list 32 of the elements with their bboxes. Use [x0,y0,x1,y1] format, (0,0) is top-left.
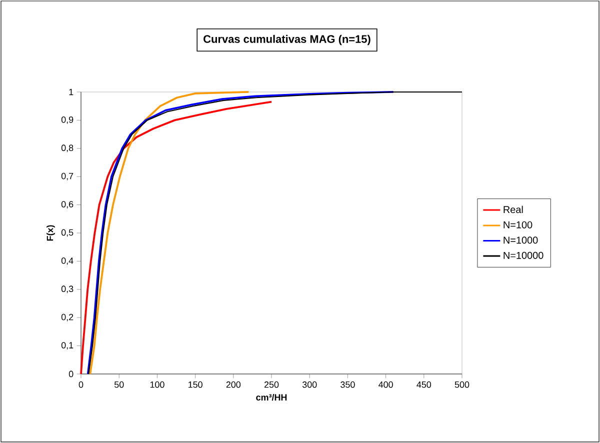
x-tick-label: 50 [114,381,124,388]
y-tick-label: 0,4 [61,257,74,265]
line-series [86,91,394,375]
line-series [89,91,250,375]
y-tick-label: 0,6 [61,201,74,208]
x-tick-label: 250 [264,381,279,388]
x-axis-title: cm³/HH [256,394,287,401]
y-tick-label: 0,7 [61,172,74,180]
line-series [80,100,272,375]
legend-label: N=10000 [504,252,544,259]
legend-label: Real [504,206,523,214]
y-tick-label: 0,1 [61,342,74,350]
x-tick-label: 100 [150,381,164,388]
y-tick-label: 0,9 [61,116,74,124]
legend-label: N=100 [504,221,532,228]
legend-label: N=1000 [504,236,538,244]
y-tick-label: 0,3 [61,286,74,294]
x-tick-label: 500 [454,381,470,388]
chart-title: Curvas cumulativas MAG (n=15) [204,34,370,46]
x-tick-label: 0 [78,381,84,388]
y-axis-title: F(x) [46,225,55,241]
y-tick-label: 0,2 [61,314,74,322]
x-tick-label: 150 [188,381,202,388]
y-tick-label: 0,5 [61,229,74,237]
x-tick-label: 450 [416,381,432,388]
x-tick-label: 400 [378,381,393,388]
y-tick-label: 1 [69,88,74,96]
x-tick-label: 300 [302,381,317,388]
y-tick-label: 0 [68,370,74,378]
x-tick-label: 200 [226,381,241,388]
x-tick-label: 350 [340,381,355,388]
y-tick-label: 0,8 [61,144,74,152]
